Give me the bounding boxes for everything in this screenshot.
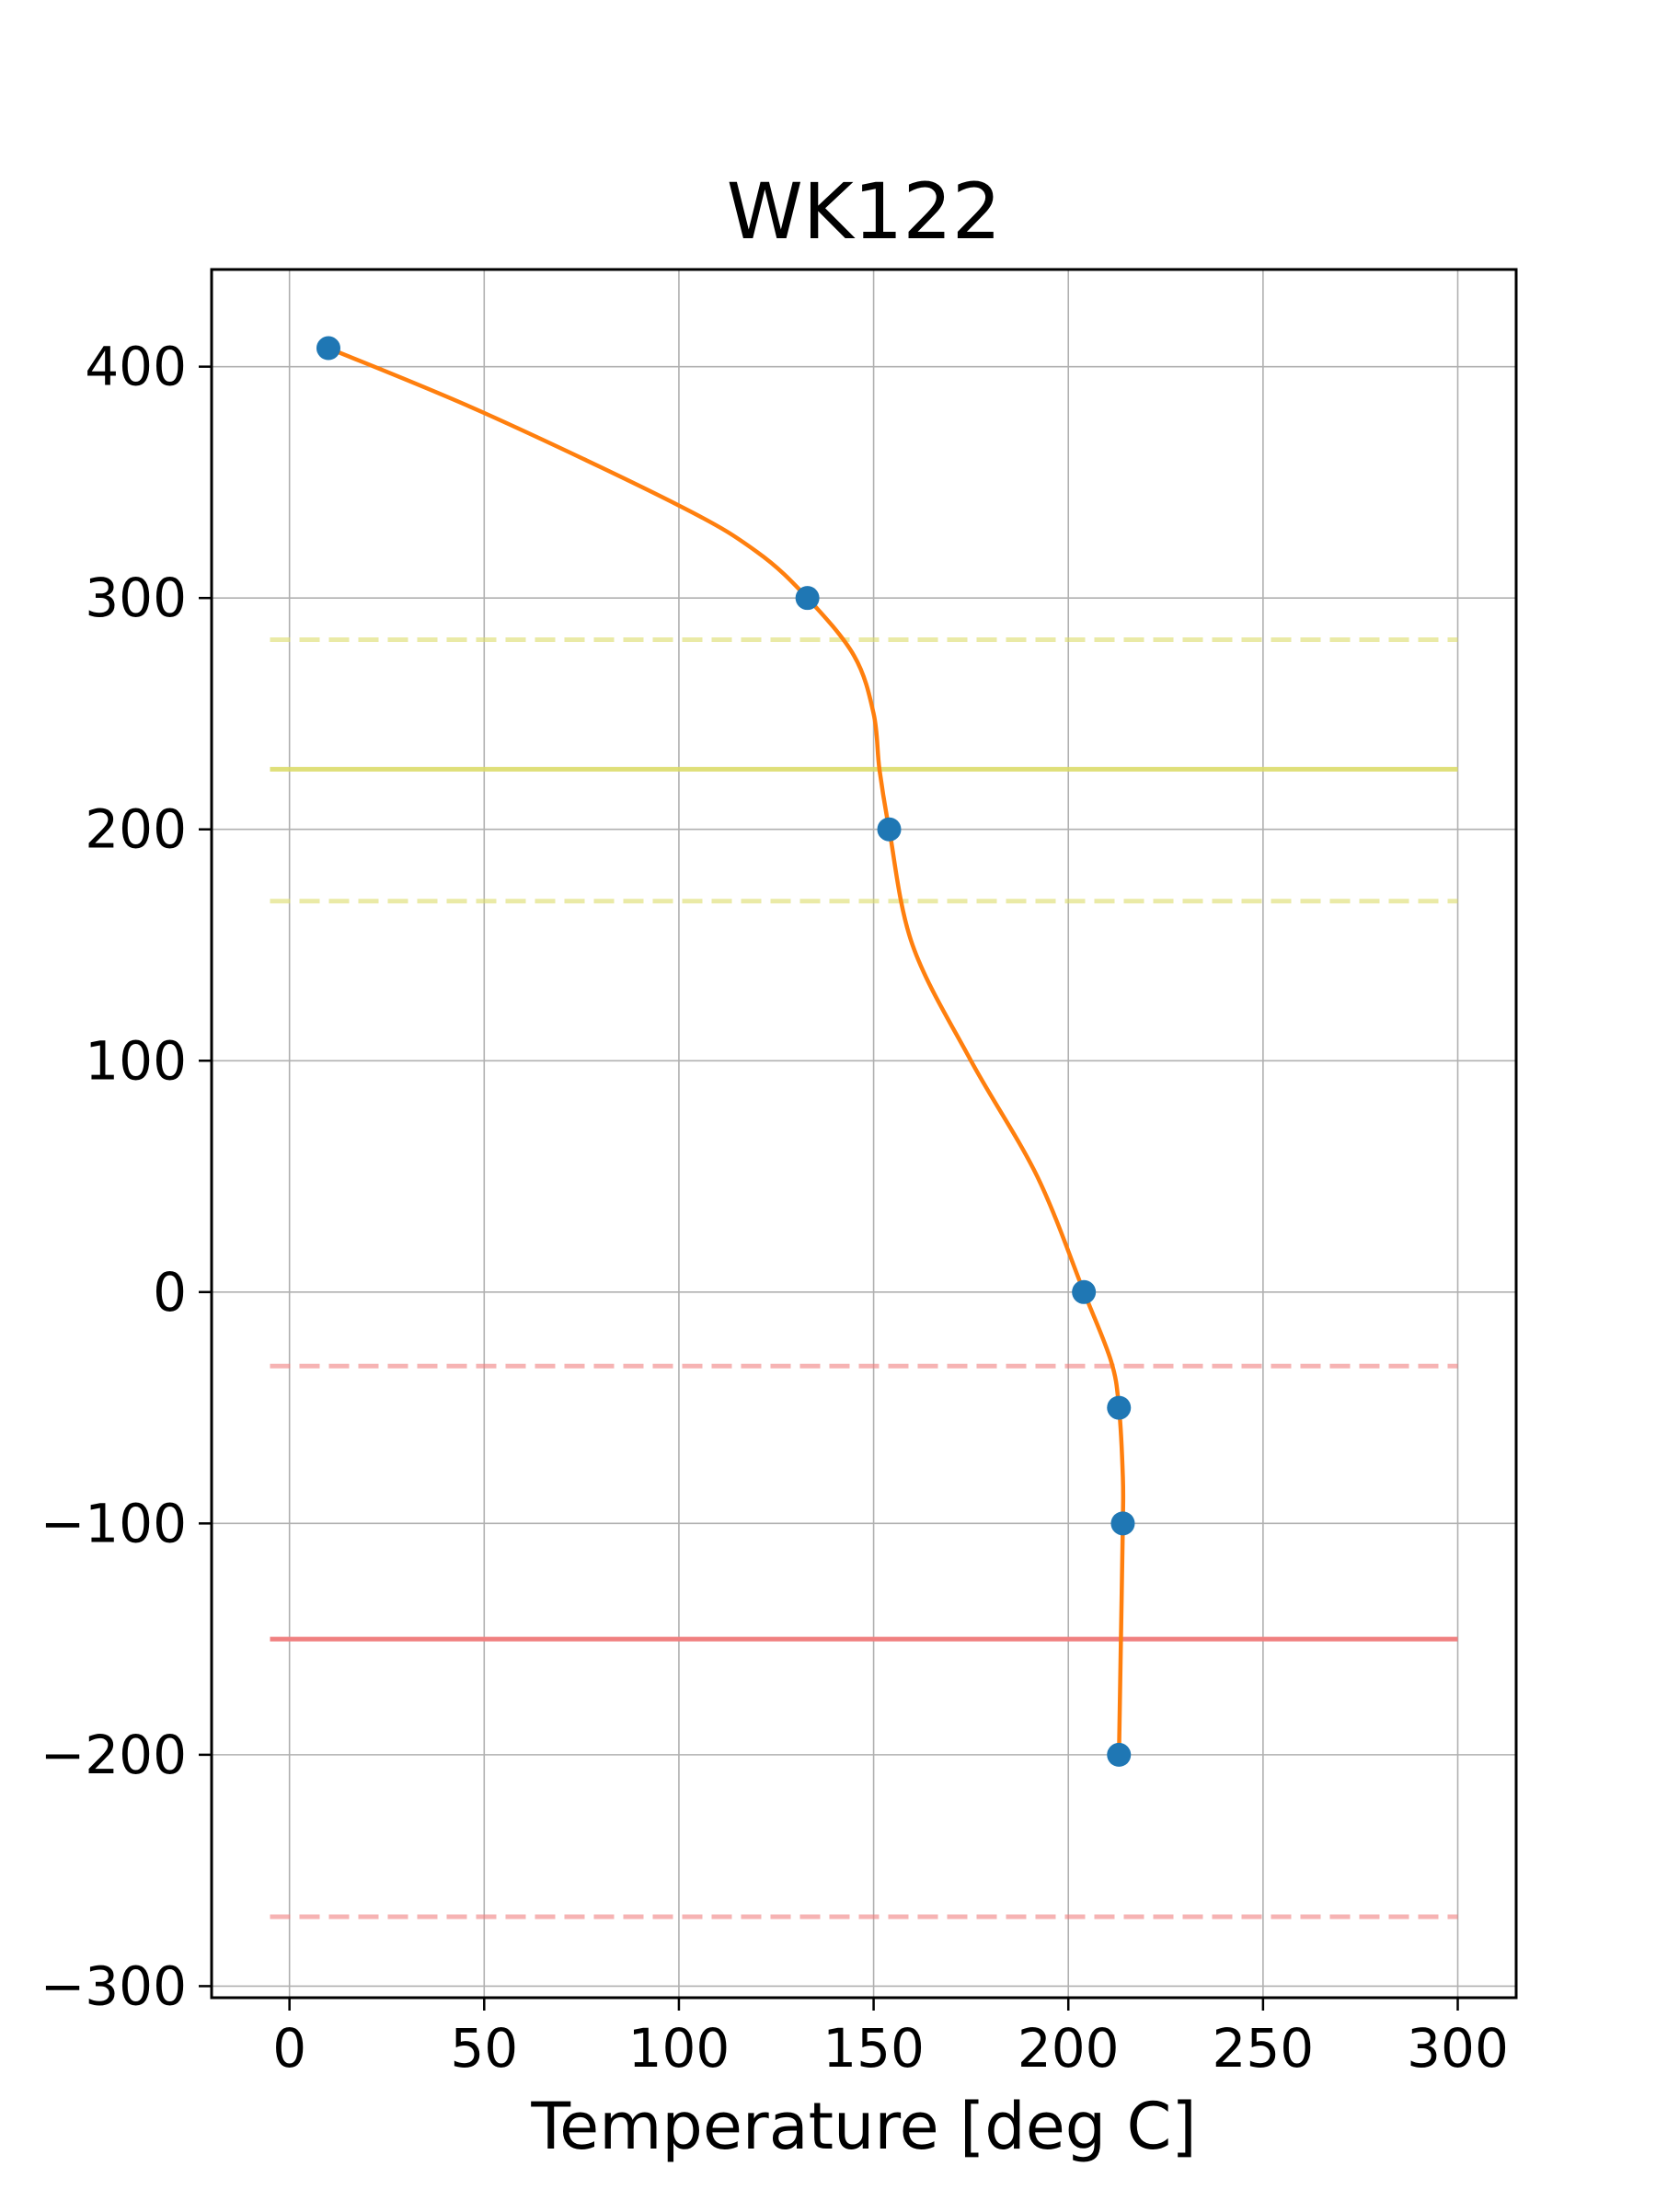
y-tick-label: 300	[85, 567, 187, 629]
data-point	[1107, 1742, 1132, 1767]
data-point	[1110, 1511, 1135, 1536]
x-tick-label: 200	[1018, 2017, 1120, 2080]
axis-ticks: 0 50 100 150 200 250 300 −300 −200 −100 0 100 200 300…	[40, 336, 1509, 2080]
y-tick-label: −300	[40, 1954, 187, 2017]
fit-curve-layer	[326, 346, 1126, 1758]
x-tick-label: 100	[628, 2017, 730, 2080]
fit-curve	[326, 346, 1126, 1758]
reference-lines	[270, 636, 1458, 1920]
x-tick-label: 50	[450, 2017, 518, 2080]
y-tick-label: −100	[40, 1492, 187, 1554]
data-point	[1072, 1279, 1097, 1304]
plot-frame	[210, 268, 1518, 2000]
data-point	[316, 336, 340, 361]
y-tick-label: 0	[153, 1261, 187, 1324]
x-tick-label: 300	[1407, 2017, 1509, 2080]
data-point	[1107, 1395, 1132, 1420]
grid	[212, 269, 1516, 1998]
data-point	[795, 586, 820, 611]
x-tick-label: 150	[822, 2017, 925, 2080]
chart-title: WK122	[727, 166, 1001, 257]
y-tick-label: 400	[85, 336, 187, 398]
x-tick-label: 250	[1213, 2017, 1315, 2080]
y-tick-label: 200	[85, 798, 187, 861]
y-tick-label: −200	[40, 1724, 187, 1786]
y-tick-label: 100	[85, 1029, 187, 1092]
x-axis-label: Temperature [deg C]	[530, 2089, 1196, 2164]
x-tick-label: 0	[272, 2017, 306, 2080]
data-point	[877, 817, 902, 842]
data-points-layer	[316, 336, 1135, 1767]
